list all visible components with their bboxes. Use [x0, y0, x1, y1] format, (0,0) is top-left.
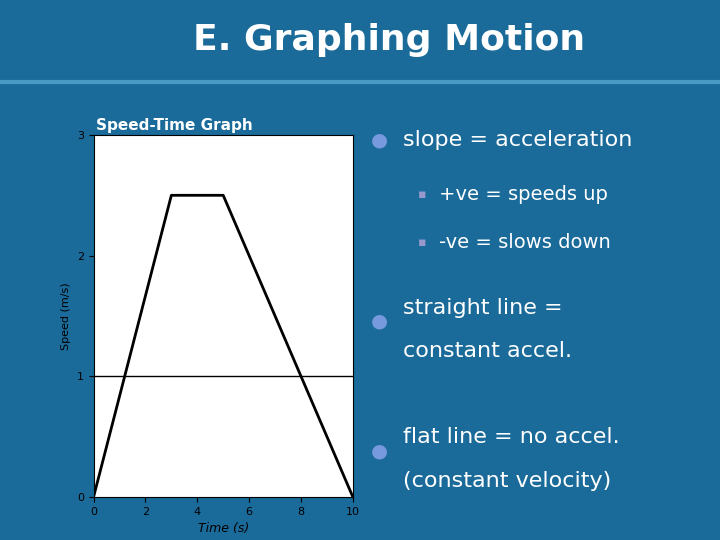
Text: ●: ● [371, 441, 388, 461]
Text: flat line = no accel.: flat line = no accel. [403, 427, 620, 448]
Text: -ve = slows down: -ve = slows down [439, 233, 611, 253]
Text: ▪: ▪ [418, 188, 426, 201]
Text: Speed-Time Graph: Speed-Time Graph [96, 118, 252, 133]
Text: straight line =: straight line = [403, 298, 563, 318]
Text: E. Graphing Motion: E. Graphing Motion [193, 23, 585, 57]
X-axis label: Time (s): Time (s) [197, 522, 249, 535]
Text: ●: ● [371, 131, 388, 150]
Text: constant accel.: constant accel. [403, 341, 572, 361]
Text: ●: ● [371, 312, 388, 331]
Y-axis label: Speed (m/s): Speed (m/s) [61, 282, 71, 350]
Text: slope = acceleration: slope = acceleration [403, 130, 633, 151]
Text: (constant velocity): (constant velocity) [403, 470, 611, 491]
Text: ▪: ▪ [418, 237, 426, 249]
Text: +ve = speeds up: +ve = speeds up [439, 185, 608, 204]
